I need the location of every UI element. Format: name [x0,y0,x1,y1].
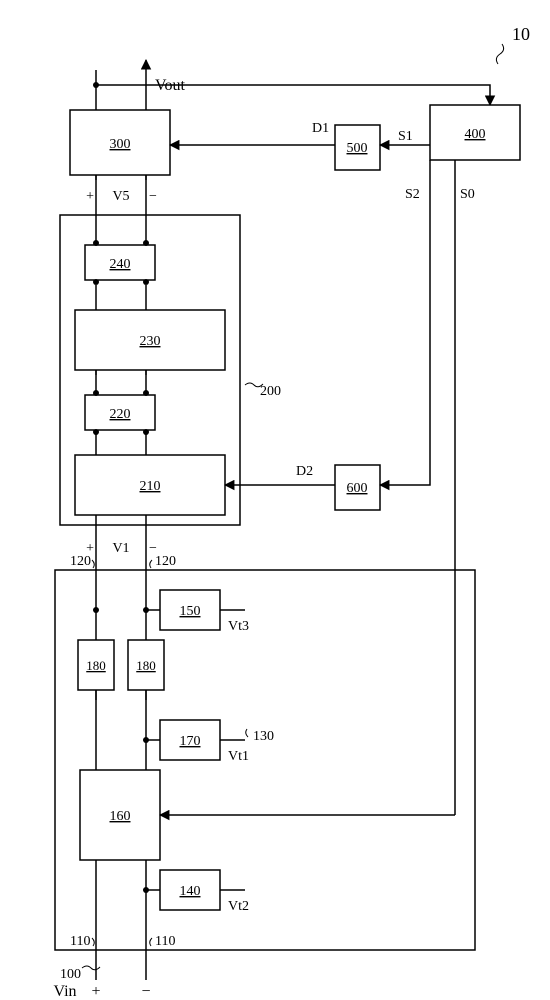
sq-120a [92,560,94,568]
vt3-label: Vt3 [228,619,249,634]
ref-130: 130 [253,729,274,744]
v5-label: V5 [112,189,129,204]
ref-300: 300 [110,137,131,152]
block-diagram: 10 100 Vin + − 110 110 140 Vt2 160 170 V… [0,0,550,1000]
ref-180a: 180 [86,658,106,673]
s2-label: S2 [405,187,420,202]
v1-minus: − [149,541,157,556]
ref-180b: 180 [136,658,156,673]
sq-120b [150,560,152,568]
vt1-label: Vt1 [228,749,249,764]
s0-label: S0 [460,187,475,202]
ref-110b: 110 [155,934,175,949]
v1-plus: + [86,541,94,556]
n-220-ba [93,429,99,435]
ref-150: 150 [180,604,201,619]
d2-label: D2 [296,464,313,479]
n-220-ta [93,390,99,396]
d1-label: D1 [312,121,329,136]
v5-plus: + [86,189,94,204]
ref-500: 500 [347,141,368,156]
ref-120b: 120 [155,554,176,569]
n-240-tb [143,240,149,246]
ref-400: 400 [465,127,486,142]
vt2-label: Vt2 [228,899,249,914]
ref-110a: 110 [70,934,90,949]
ref-160: 160 [110,809,131,824]
ref-220: 220 [110,407,131,422]
n-240-ta [93,240,99,246]
n-220-tb [143,390,149,396]
ref-210: 210 [140,479,161,494]
n-240-ba [93,279,99,285]
squiggle-100 [82,966,100,970]
vin-plus: + [91,983,100,1000]
vin-label: Vin [53,983,76,1000]
v1-label: V1 [112,541,129,556]
node-170-l [143,737,149,743]
ref-140: 140 [180,884,201,899]
ref-120a: 120 [70,554,91,569]
v5-minus: − [149,189,157,204]
ref-100: 100 [60,967,81,982]
ref-170: 170 [180,734,201,749]
ref-10: 10 [512,24,530,44]
s1-label: S1 [398,129,413,144]
wire-400-to-600 [380,160,430,485]
vin-minus: − [141,983,150,1000]
block-100 [55,570,475,950]
n-240-bb [143,279,149,285]
node-180a-top [93,607,99,613]
squiggle-10 [496,44,503,64]
ref-600: 600 [347,481,368,496]
ref-240: 240 [110,257,131,272]
ref-200: 200 [260,384,281,399]
n-220-bb [143,429,149,435]
ref-230: 230 [140,334,161,349]
